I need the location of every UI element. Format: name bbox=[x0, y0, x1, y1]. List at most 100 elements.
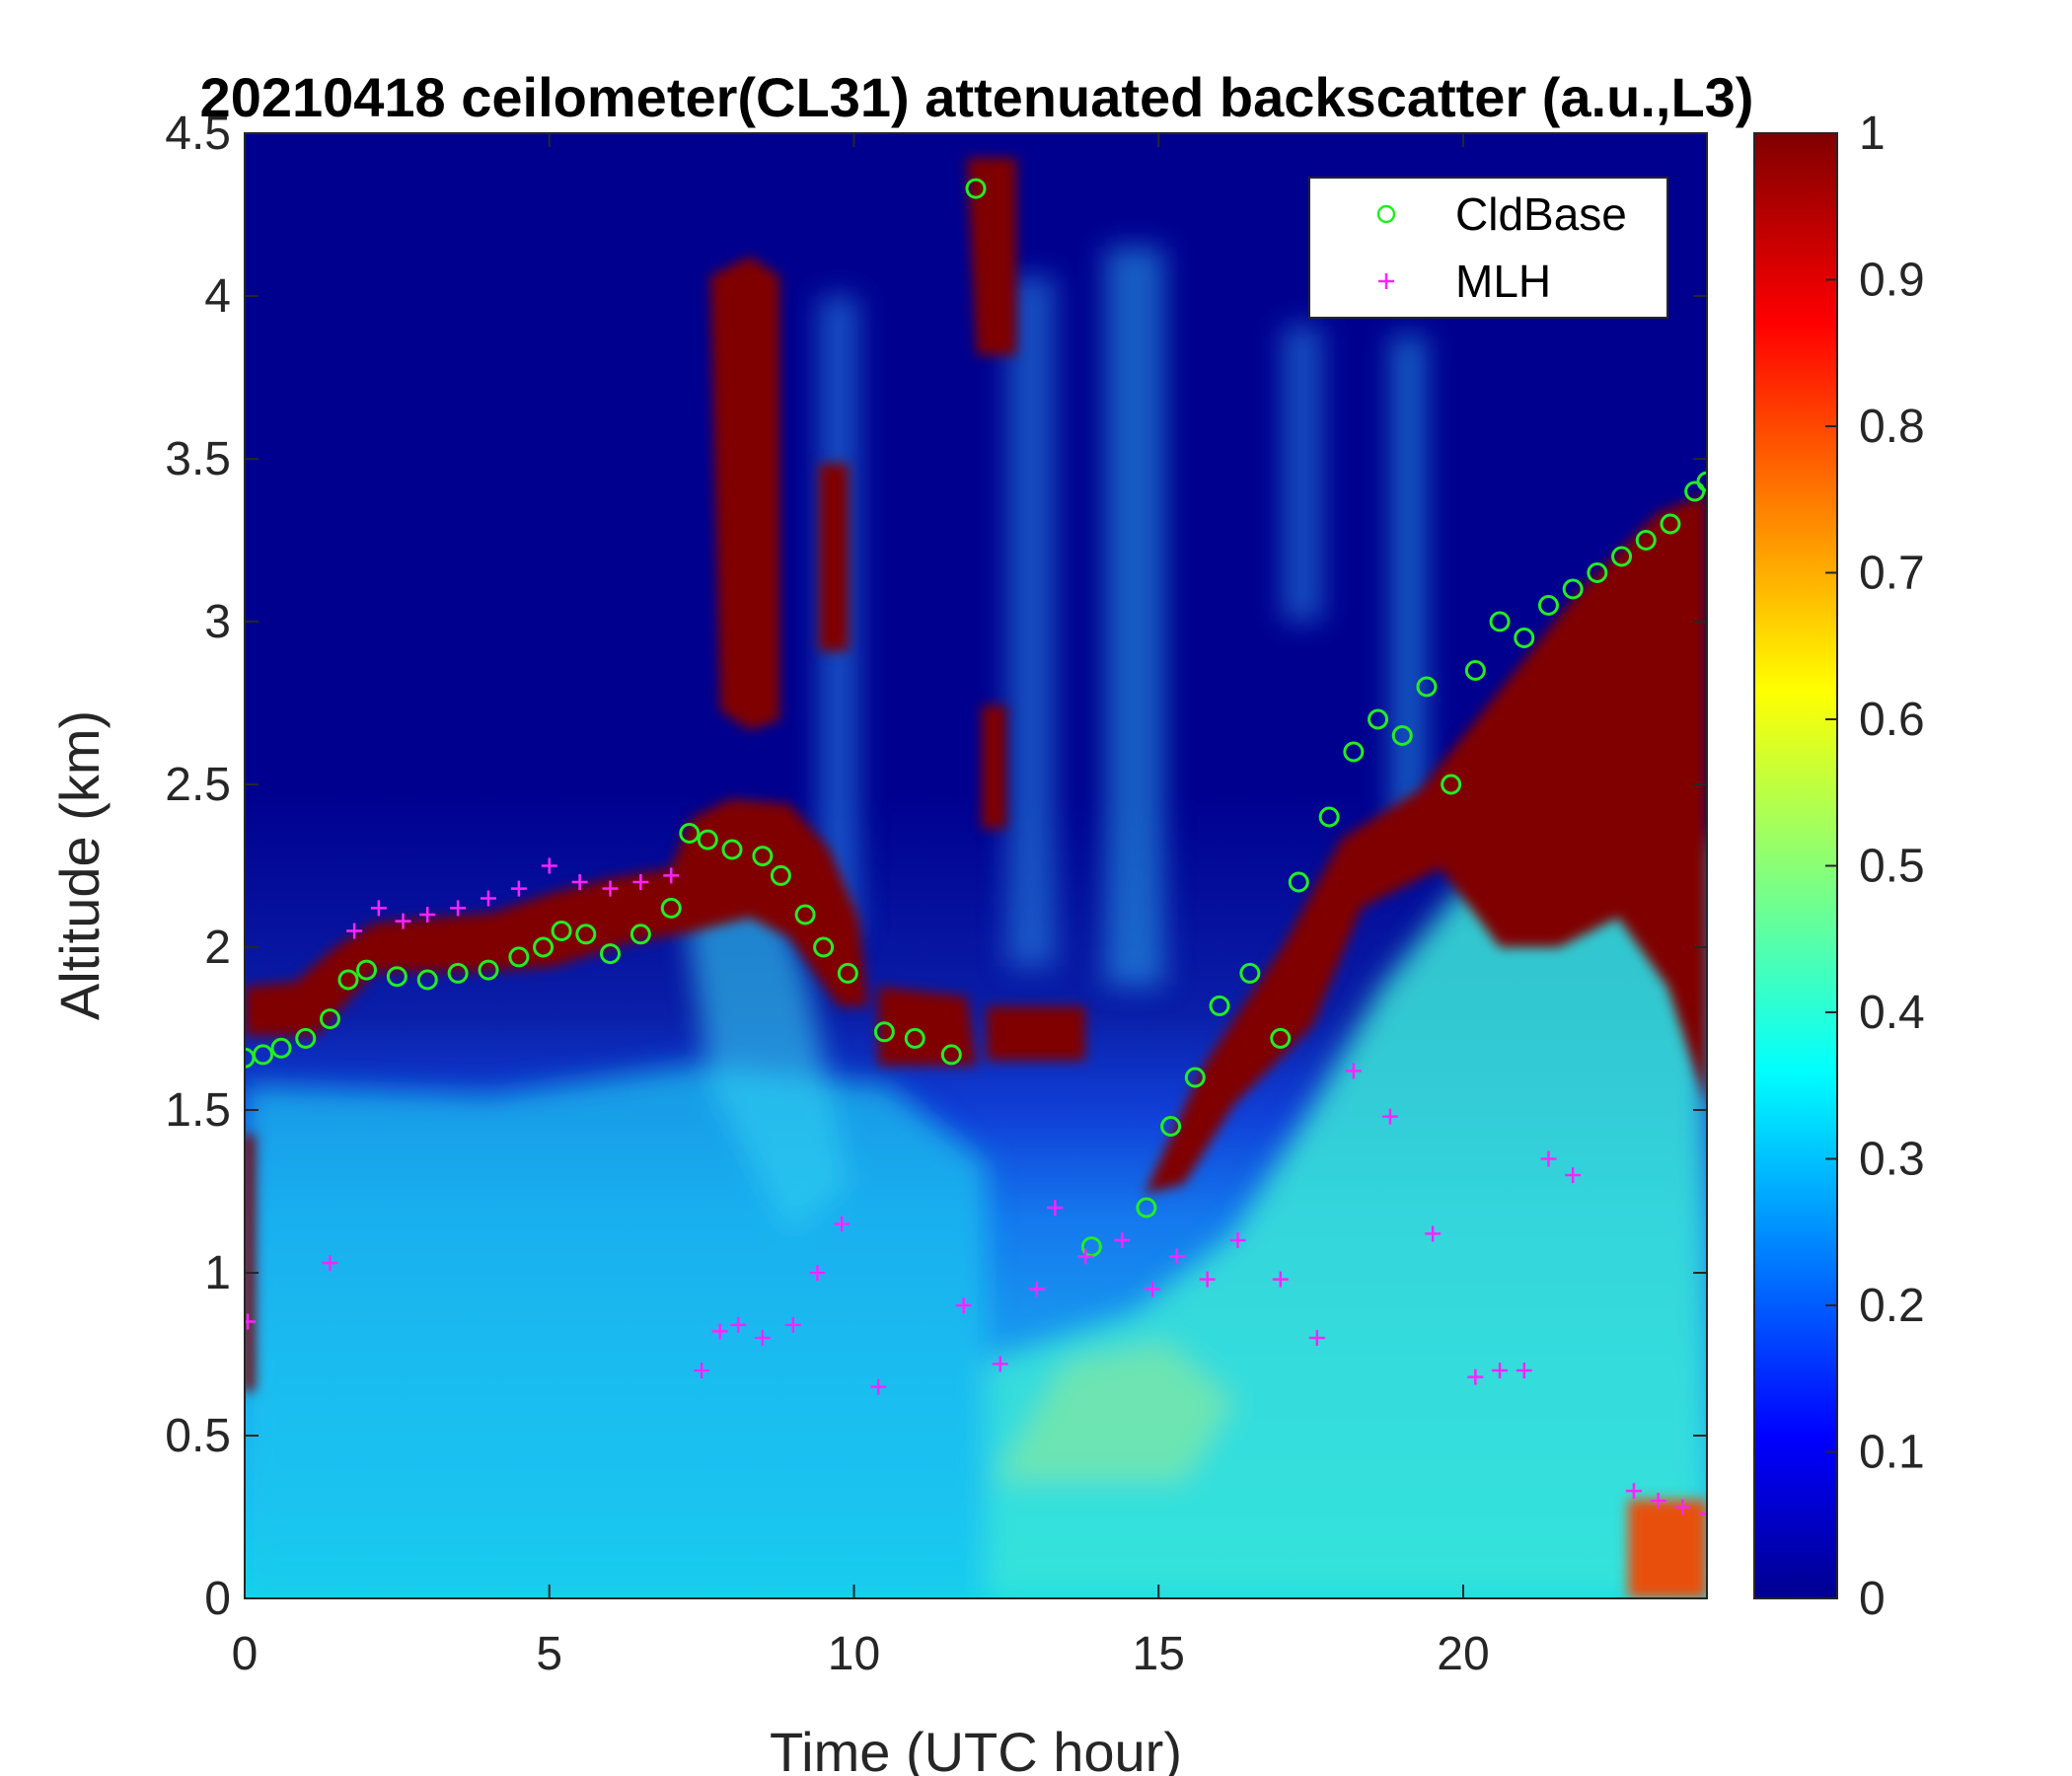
cldbase-point bbox=[837, 962, 858, 984]
y-tick-label: 0 bbox=[204, 1573, 231, 1625]
y-tick-label: 2.5 bbox=[165, 759, 231, 811]
cldbase-point bbox=[1184, 1067, 1206, 1088]
colorbar-tick-label: 0.2 bbox=[1859, 1280, 1925, 1332]
cldbase-point bbox=[629, 924, 651, 945]
colorbar-tick-label: 0.8 bbox=[1859, 401, 1925, 453]
x-axis: 0 5 10 15 20 bbox=[232, 133, 1490, 1680]
cldbase-point bbox=[386, 966, 407, 988]
cldbase-point bbox=[600, 943, 621, 965]
cldbase-point bbox=[794, 904, 816, 925]
boundary-layer-morning bbox=[245, 1066, 987, 1598]
cldbase-point bbox=[1136, 1197, 1157, 1219]
cldbase-point bbox=[270, 1037, 292, 1059]
mlh-point bbox=[245, 1313, 257, 1330]
cldbase-point bbox=[1587, 562, 1608, 583]
mlh-point bbox=[370, 900, 387, 917]
cloud-layer-isolated bbox=[982, 705, 1006, 829]
cldbase-point bbox=[551, 921, 572, 941]
cldbase-point bbox=[1611, 546, 1633, 567]
mlh-point bbox=[481, 890, 496, 907]
plot-frame bbox=[244, 132, 1708, 1599]
cldbase-point bbox=[1368, 708, 1389, 730]
mlh-point bbox=[1028, 1281, 1045, 1297]
mlh-point bbox=[663, 867, 680, 884]
colorbar-tick-label: 0 bbox=[1859, 1573, 1886, 1625]
cldbase-point bbox=[319, 1008, 340, 1030]
plot-area bbox=[245, 133, 1707, 1598]
y-tick-label: 3 bbox=[204, 596, 231, 648]
colorbar-tick-label: 0.9 bbox=[1859, 255, 1925, 307]
mlh-point bbox=[632, 874, 649, 890]
cldbase-point bbox=[1696, 471, 1707, 492]
mlh-point bbox=[510, 880, 527, 897]
y-tick-label: 0.5 bbox=[165, 1410, 231, 1462]
cloud-layer-midlevel-c bbox=[967, 158, 1016, 355]
mlh-point bbox=[992, 1356, 1008, 1372]
mlh-point bbox=[1047, 1200, 1064, 1216]
mlh-point bbox=[419, 907, 436, 923]
mlh-point bbox=[1345, 1063, 1362, 1079]
y-tick-label: 4.5 bbox=[165, 108, 231, 160]
cldbase-point bbox=[1209, 995, 1230, 1016]
upper-streak-3 bbox=[1105, 247, 1164, 987]
cldbase-point bbox=[1562, 578, 1584, 600]
colorbar-tick-label: 0.7 bbox=[1859, 548, 1925, 600]
cloud-layers bbox=[245, 158, 1707, 1598]
y-tick-label: 1.5 bbox=[165, 1084, 231, 1137]
y-axis: 0 0.5 1 1.5 2 2.5 3 3.5 4 4.5 bbox=[165, 108, 1707, 1625]
upper-streak-5 bbox=[1391, 335, 1426, 829]
mlh-point bbox=[1540, 1150, 1557, 1167]
mlh-point bbox=[1308, 1330, 1325, 1346]
cldbase-point bbox=[1489, 611, 1511, 632]
cldbase-point bbox=[770, 864, 791, 886]
cldbase-point bbox=[1537, 595, 1559, 616]
mlh-point bbox=[1516, 1363, 1532, 1378]
mlh-point bbox=[1565, 1167, 1582, 1183]
mlh-point bbox=[1272, 1271, 1289, 1288]
y-tick-label: 1 bbox=[204, 1247, 231, 1299]
cldbase-point bbox=[813, 936, 835, 958]
mlh-point bbox=[602, 880, 619, 897]
cldbase-point bbox=[356, 959, 377, 981]
legend-mlh-marker bbox=[1378, 273, 1394, 289]
y-tick-label: 3.5 bbox=[165, 433, 231, 485]
cldbase-point bbox=[1441, 774, 1462, 795]
legend-cldbase-label: CldBase bbox=[1455, 188, 1627, 240]
mlh-point bbox=[1699, 1506, 1707, 1522]
mlh-point bbox=[395, 913, 411, 929]
cldbase-point bbox=[1635, 530, 1657, 551]
cldbase-point bbox=[478, 959, 499, 981]
legend-cldbase-marker bbox=[1376, 204, 1396, 224]
mlh-point bbox=[571, 874, 588, 890]
legend: CldBase MLH bbox=[1308, 177, 1668, 319]
mlh-point bbox=[754, 1330, 771, 1346]
cloud-layer-early bbox=[245, 868, 691, 1036]
colorbar-gradient bbox=[1753, 132, 1838, 1599]
cloud-layer-midlevel-b bbox=[819, 464, 849, 651]
mlh-point bbox=[1145, 1281, 1161, 1297]
mlh-point bbox=[809, 1265, 826, 1281]
mlh-point bbox=[1467, 1369, 1484, 1385]
cldbase-point bbox=[416, 969, 438, 991]
x-tick-label: 10 bbox=[828, 1628, 880, 1680]
cloud-layer-noon bbox=[987, 1006, 1085, 1061]
upper-streak-4 bbox=[1283, 326, 1322, 622]
backscatter-features bbox=[245, 247, 1707, 1598]
cldbase-point bbox=[1464, 660, 1486, 681]
mlh-point bbox=[955, 1297, 972, 1313]
cldbase-point bbox=[1514, 628, 1535, 648]
cldbase-point bbox=[1160, 1116, 1182, 1137]
colorbar-tick-label: 0.6 bbox=[1859, 694, 1925, 746]
cldbase-point bbox=[1288, 871, 1309, 893]
mlh-point bbox=[1674, 1499, 1691, 1516]
cldbase-point bbox=[1270, 1027, 1292, 1049]
mlh-point bbox=[784, 1316, 801, 1333]
cldbase-point bbox=[447, 962, 469, 984]
x-axis-label: Time (UTC hour) bbox=[770, 1721, 1182, 1776]
mlh-point bbox=[346, 923, 363, 939]
colorbar: 0 0.1 0.2 0.3 0.4 0.5 0.6 0.7 0.8 0.9 1 bbox=[1753, 108, 1925, 1625]
cldbase-point bbox=[1318, 806, 1340, 828]
mlh-point bbox=[1168, 1248, 1185, 1265]
x-tick-label: 15 bbox=[1133, 1628, 1185, 1680]
